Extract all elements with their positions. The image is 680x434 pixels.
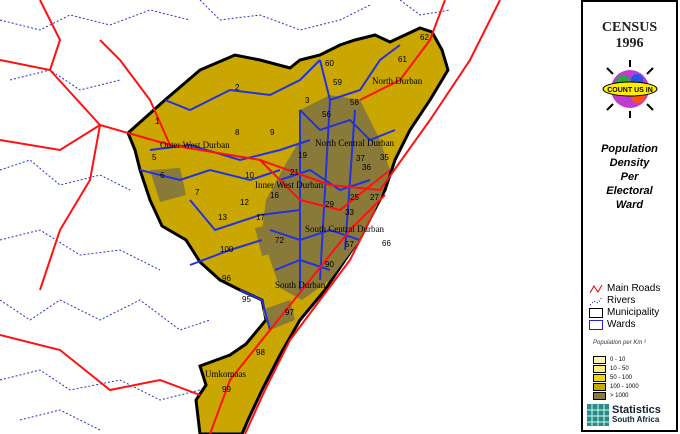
ward-label: 72 bbox=[275, 236, 284, 245]
ward-label: 59 bbox=[333, 78, 342, 87]
density-map: Outer West Durban North Central Durban I… bbox=[0, 0, 501, 434]
region-label: South Durban bbox=[275, 280, 326, 290]
subtitle-line: Population bbox=[601, 143, 658, 155]
ward-label: 16 bbox=[270, 191, 279, 200]
density-label: 0 - 10 bbox=[610, 357, 626, 363]
map-subtitle: Population Density Per Electoral Ward bbox=[583, 142, 676, 212]
rivers bbox=[0, 0, 451, 431]
ward-label: 21 bbox=[290, 168, 299, 177]
ward-label: 9 bbox=[270, 128, 275, 137]
logo-text: COUNT US IN bbox=[607, 87, 653, 94]
ward-label: 33 bbox=[345, 208, 354, 217]
road-line-icon bbox=[589, 284, 603, 293]
census-title: CENSUS 1996 bbox=[583, 20, 676, 52]
legend-panel: CENSUS 1996 COUNT US IN Population Densi… bbox=[581, 0, 678, 432]
subtitle-line: Electoral bbox=[606, 185, 653, 197]
ward-label: 60 bbox=[325, 59, 334, 68]
density-label: > 1000 bbox=[610, 393, 629, 399]
ward-label: 90 bbox=[325, 260, 334, 269]
density-swatch bbox=[593, 374, 606, 382]
region-label: South Central Durban bbox=[305, 224, 384, 234]
ward-label: 13 bbox=[218, 213, 227, 222]
ward-label: 17 bbox=[256, 213, 265, 222]
legend-label: Municipality bbox=[607, 307, 660, 318]
region-label: North Central Durban bbox=[315, 138, 394, 148]
ward-label: 5 bbox=[152, 153, 157, 162]
ward-label: 25 bbox=[350, 193, 359, 202]
ward-label: 8 bbox=[235, 128, 240, 137]
ward-label: 29 bbox=[325, 200, 334, 209]
municipality-box-icon bbox=[589, 307, 603, 318]
ward-label: 57 bbox=[345, 240, 354, 249]
count-us-in-logo: COUNT US IN bbox=[602, 60, 658, 118]
density-class: > 1000 bbox=[593, 392, 629, 400]
ward-label: 7 bbox=[195, 188, 200, 197]
density-class: 50 - 100 bbox=[593, 374, 632, 382]
subtitle-line: Ward bbox=[615, 199, 644, 211]
legend-wards: Wards bbox=[589, 319, 636, 330]
density-label: 10 - 50 bbox=[610, 366, 629, 372]
ward-label: 6 bbox=[160, 171, 165, 180]
river-line-icon bbox=[589, 296, 603, 305]
title-line1: CENSUS bbox=[601, 20, 658, 35]
density-class: 100 - 1000 bbox=[593, 383, 639, 391]
ward-label: 66 bbox=[382, 239, 391, 248]
ward-label: 3 bbox=[305, 96, 310, 105]
region-label: Umkomaas bbox=[205, 369, 246, 379]
publisher-country: South Africa bbox=[612, 415, 660, 424]
publisher-name: Statistics bbox=[612, 404, 661, 416]
region-label: Inner West Durban bbox=[255, 180, 324, 190]
stats-sa-logo: Statistics South Africa bbox=[587, 404, 661, 426]
ward-label: 12 bbox=[240, 198, 249, 207]
density-label: 50 - 100 bbox=[610, 375, 633, 381]
ward-label: 35 bbox=[380, 153, 389, 162]
legend-main-roads: Main Roads bbox=[589, 283, 660, 294]
ward-label: 62 bbox=[420, 33, 429, 42]
ward-label: 10 bbox=[245, 171, 254, 180]
ward-label: 95 bbox=[242, 295, 251, 304]
density-swatch bbox=[593, 365, 606, 373]
legend-municipality: Municipality bbox=[589, 307, 659, 318]
region-labels: Outer West Durban North Central Durban I… bbox=[160, 76, 423, 379]
density-swatch bbox=[593, 392, 606, 400]
ward-label: 1 bbox=[155, 117, 160, 126]
ward-label: 36 bbox=[362, 163, 371, 172]
ward-label: 19 bbox=[298, 151, 307, 160]
title-line2: 1996 bbox=[615, 36, 644, 51]
density-class: 10 - 50 bbox=[593, 365, 629, 373]
legend-label: Main Roads bbox=[607, 283, 661, 294]
region-label: North Durban bbox=[372, 76, 423, 86]
ward-label: 56 bbox=[322, 110, 331, 119]
density-legend-title: Population per Km ² bbox=[593, 340, 647, 346]
ward-label: 61 bbox=[398, 55, 407, 64]
density-swatch bbox=[593, 356, 606, 364]
ward-label: 96 bbox=[222, 274, 231, 283]
ward-label: 27 bbox=[370, 193, 379, 202]
subtitle-line: Density bbox=[609, 157, 650, 169]
ward-label: 100 bbox=[220, 245, 234, 254]
region-label: Outer West Durban bbox=[160, 140, 230, 150]
ward-label: 99 bbox=[222, 385, 231, 394]
ward-label: 58 bbox=[350, 98, 359, 107]
density-swatch bbox=[593, 383, 606, 391]
ward-label: 98 bbox=[256, 348, 265, 357]
density-label: 100 - 1000 bbox=[610, 384, 639, 390]
ward-label: 2 bbox=[235, 83, 240, 92]
ward-label: 37 bbox=[356, 154, 365, 163]
density-class: 0 - 10 bbox=[593, 356, 625, 364]
high-density-wards bbox=[150, 95, 390, 330]
ward-label: 97 bbox=[285, 308, 294, 317]
stats-grid-icon bbox=[587, 404, 609, 426]
subtitle-line: Per bbox=[620, 171, 639, 183]
main-roads bbox=[0, 0, 501, 434]
legend-label: Rivers bbox=[607, 295, 636, 306]
legend-label: Wards bbox=[607, 319, 636, 330]
legend-rivers: Rivers bbox=[589, 295, 635, 306]
ward-box-icon bbox=[589, 319, 603, 330]
